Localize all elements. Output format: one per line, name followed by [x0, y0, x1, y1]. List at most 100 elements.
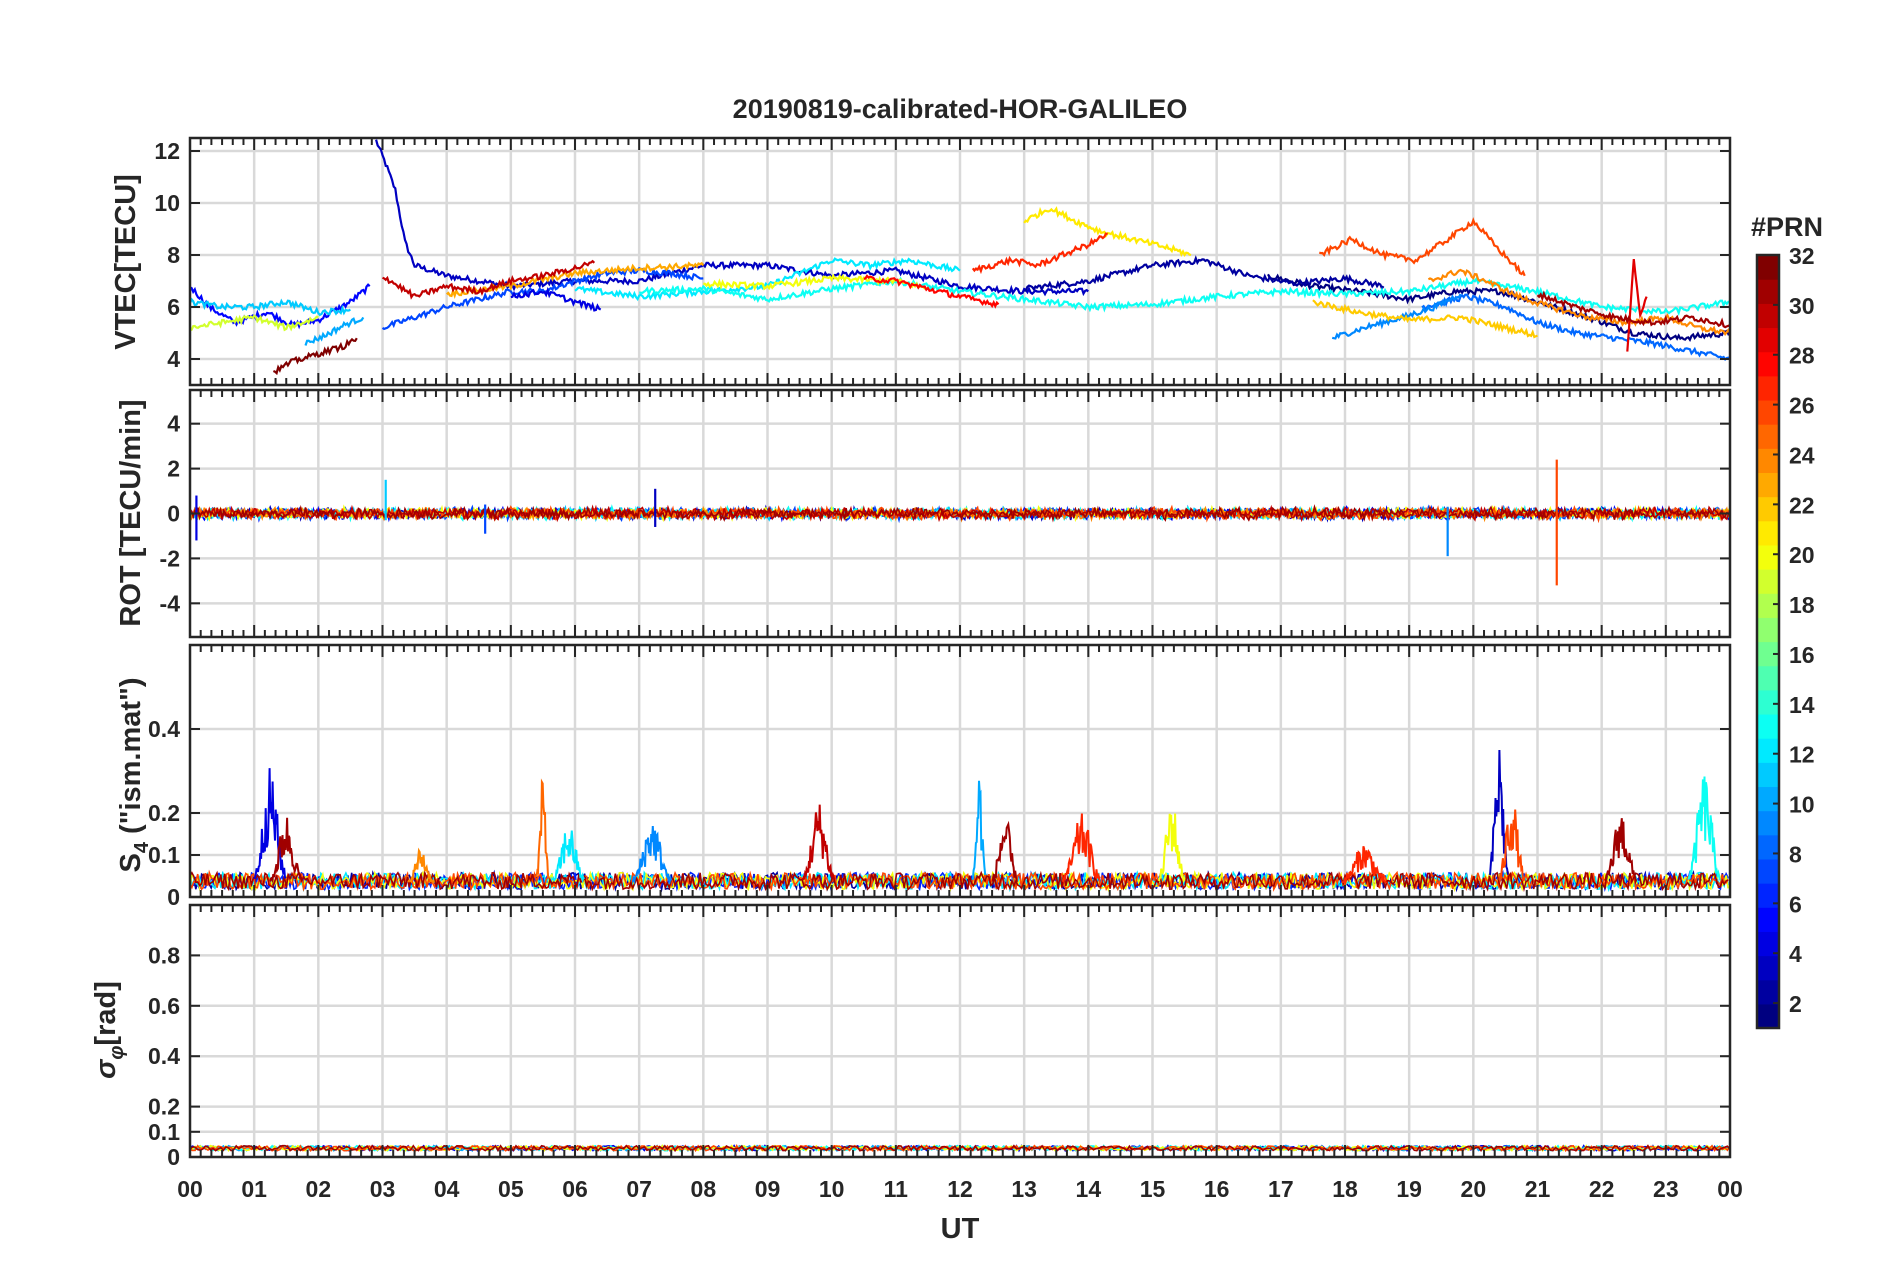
vtec-ytick-label: 6	[167, 294, 180, 320]
sigma-phi-panel: 00.10.2 0.4 0.6 0.8	[148, 903, 1732, 1170]
s4-burst-prn-27	[1341, 845, 1388, 886]
colorbar-segment	[1757, 1003, 1779, 1029]
vtec-series-prn-4	[510, 286, 602, 312]
x-tick-label: 15	[1140, 1176, 1166, 1202]
s4-ytick-label: 0.1	[148, 842, 180, 868]
colorbar-tick-label: 18	[1789, 592, 1815, 618]
x-tick-label: 03	[370, 1176, 396, 1202]
vtec-series-group	[190, 139, 1730, 376]
s4-burst-prn-25	[535, 778, 550, 879]
vtec-series-prn-1	[1267, 273, 1730, 342]
vtec-series-prn-5	[190, 283, 371, 330]
vtec-series-prn-32	[272, 337, 358, 376]
colorbar-segment	[1757, 689, 1779, 715]
colorbar-segment	[1757, 327, 1779, 353]
colorbar-tick-label: 20	[1789, 542, 1815, 568]
colorbar-tick-label: 16	[1789, 642, 1815, 668]
colorbar-tick-label: 28	[1789, 343, 1815, 369]
vtec-ylabel: VTEC[TECU]	[110, 174, 142, 350]
vtec-series-prn-19	[190, 314, 319, 332]
colorbar-tick-label: 26	[1789, 393, 1815, 419]
colorbar-segment	[1757, 399, 1779, 425]
colorbar-segment	[1757, 955, 1779, 981]
s4-burst-prn-30	[801, 804, 836, 881]
colorbar-segment	[1757, 617, 1779, 643]
colorbar-label: #PRN	[1751, 212, 1823, 242]
colorbar-segment	[1757, 520, 1779, 546]
colorbar-segment	[1757, 786, 1779, 812]
colorbar-segment	[1757, 544, 1779, 570]
rot-ytick-label: 2	[167, 456, 180, 482]
vtec-series-prn-22	[1312, 299, 1538, 339]
s4-burst-prn-12	[551, 830, 585, 884]
x-tick-label: 10	[819, 1176, 845, 1202]
colorbar-segment	[1757, 834, 1779, 860]
vtec-series-prn-9	[1331, 293, 1462, 340]
colorbar-tick-label: 12	[1789, 742, 1815, 768]
vtec-ytick-label: 8	[167, 242, 180, 268]
x-tick-label: 07	[626, 1176, 652, 1202]
colorbar-segment	[1757, 593, 1779, 618]
x-tick-label: 14	[1076, 1176, 1102, 1202]
s4-ytick-label: 0.2	[148, 800, 180, 826]
colorbar-segment	[1757, 351, 1779, 377]
sigma_phi-ytick-label: 0.4	[148, 1043, 180, 1069]
colorbar-tick-label: 30	[1789, 293, 1815, 319]
colorbar-segment	[1757, 303, 1779, 329]
x-tick-label: 12	[947, 1176, 973, 1202]
colorbar-tick-label: 14	[1789, 692, 1815, 718]
s4-ytick-label: 0.4	[148, 716, 180, 742]
rot-ytick-label: 0	[167, 501, 180, 527]
rot-series-prn-31	[190, 504, 1730, 523]
colorbar-frame	[1755, 253, 1781, 1030]
s4-burst-prn-4	[253, 768, 287, 880]
rot-ytick-label: -4	[160, 590, 181, 616]
x-tick-label: 11	[884, 1176, 909, 1202]
x-tick-label: 13	[1011, 1176, 1037, 1202]
s4-burst-prn-26	[1498, 809, 1526, 882]
x-tick-label: 17	[1268, 1176, 1294, 1202]
vtec-series-prn-10	[304, 316, 365, 346]
x-axis-label: UT	[941, 1213, 980, 1245]
s4-burst-prn-20	[1157, 813, 1186, 884]
x-tick-label: 09	[755, 1176, 781, 1202]
colorbar-segment	[1757, 907, 1779, 932]
colorbar-segment	[1757, 931, 1779, 957]
colorbar-segment	[1757, 713, 1779, 739]
vtec-series-prn-26	[1318, 217, 1526, 277]
colorbar-tick-label: 10	[1789, 792, 1815, 818]
colorbar-segment	[1757, 424, 1779, 449]
s4-series-prn-26	[190, 869, 1729, 892]
x-tick-labels: 00 01 02 03 04 05 06 07 08 09 10 11 12 13 14 15 16 17 18 19…	[177, 1176, 1743, 1202]
sigma_phi-ytick-label: 0.8	[148, 942, 180, 968]
x-tick-label: 23	[1653, 1176, 1679, 1202]
vtec-series-prn-23	[446, 261, 705, 300]
s4-panel: 0 0.1 0.2 0.4	[148, 643, 1732, 910]
chart-title: 20190819-calibrated-HOR-GALILEO	[733, 94, 1188, 124]
colorbar-segment	[1757, 858, 1779, 884]
colorbar-segment	[1757, 496, 1779, 522]
s4-ylabel: S4 ("ism.mat")	[115, 678, 153, 873]
rot-panel: -4 -2 0 2 4	[160, 388, 1732, 639]
s4-burst-prn-3	[1488, 749, 1509, 876]
x-tick-label: 22	[1589, 1176, 1615, 1202]
colorbar-segment	[1757, 810, 1779, 836]
s4-series-group	[190, 749, 1729, 893]
colorbar-segment	[1757, 448, 1779, 474]
rot-ytick-label: -2	[160, 545, 180, 571]
colorbar-segment	[1757, 883, 1779, 908]
colorbar-segment	[1757, 762, 1779, 788]
colorbar-tick-label: 22	[1789, 492, 1815, 518]
colorbar-tick-label: 24	[1789, 442, 1815, 468]
colorbar-segment	[1757, 979, 1779, 1005]
x-tick-label: 16	[1204, 1176, 1230, 1202]
s4-burst-prn-24	[407, 847, 435, 884]
x-tick-label: 01	[241, 1176, 267, 1202]
vtec-ytick-label: 10	[154, 190, 180, 216]
x-tick-label: 00	[177, 1176, 203, 1202]
vtec-series-prn-30	[382, 259, 596, 300]
x-tick-label: 05	[498, 1176, 524, 1202]
vtec-series-prn-27	[971, 232, 1108, 275]
